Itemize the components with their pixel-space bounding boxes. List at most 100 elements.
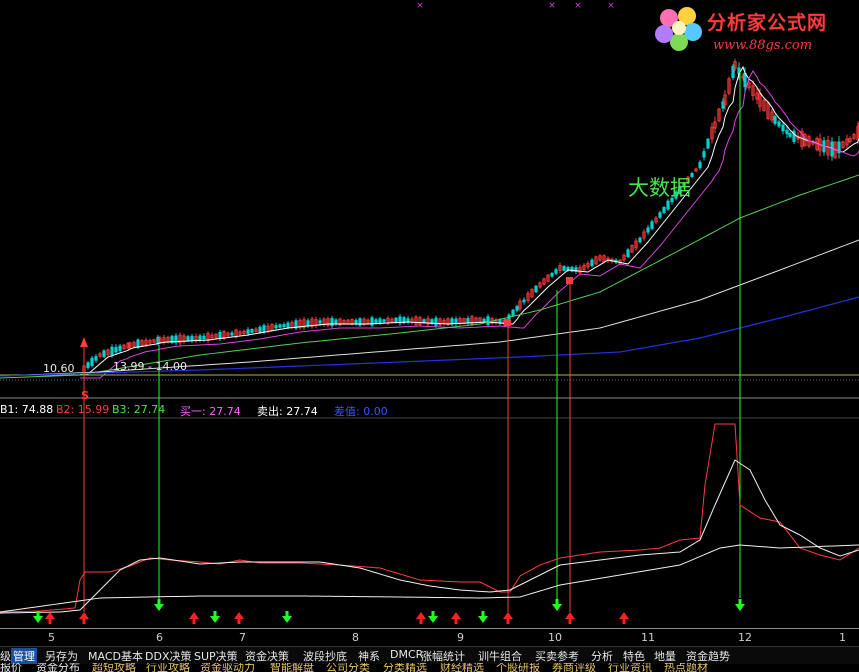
tab-fund-drive[interactable]: 资金驱动力 (200, 663, 255, 672)
tab-rise-stats[interactable]: 涨幅统计 (421, 650, 465, 663)
candle-body (266, 325, 270, 331)
tab-finance[interactable]: 财经精选 (440, 663, 484, 672)
tab-company[interactable]: 公司分类 (326, 663, 370, 672)
candle-body (102, 350, 106, 358)
candle-body (322, 318, 326, 326)
candle-body (190, 335, 194, 341)
candle-body (733, 61, 737, 69)
tab-research[interactable]: 个股研报 (496, 663, 540, 672)
candle-body (662, 207, 666, 213)
tab-wave[interactable]: 波段抄底 (303, 650, 347, 663)
info-b1: B1: 74.88 (0, 403, 54, 416)
tab-save-as[interactable]: 另存为 (45, 650, 78, 663)
indicator-red-line (0, 423, 859, 613)
tab-shen[interactable]: 神系 (358, 650, 380, 663)
tab-ddx[interactable]: DDX决策 (145, 650, 192, 663)
candle-body (310, 318, 314, 327)
candle-body (702, 151, 706, 158)
x-tick-label: 9 (457, 631, 464, 644)
tab-macd[interactable]: MACD基本 (88, 650, 143, 663)
ma-longest-line (0, 296, 859, 377)
red-arrow-stem (82, 619, 86, 624)
tab-quote[interactable]: 报价 (0, 663, 22, 672)
tab-short-term[interactable]: 超短攻略 (92, 663, 136, 672)
candle-body (638, 237, 642, 243)
candle-body (222, 330, 226, 340)
green-down-arrow (735, 604, 745, 611)
candle-body (254, 328, 258, 332)
candle-body (366, 319, 370, 324)
candle-body (717, 108, 721, 122)
green-arrow-stem (36, 611, 40, 616)
price-marker-label: 10.60 (43, 362, 75, 375)
candle-body (522, 299, 526, 303)
candle-body (390, 318, 394, 323)
red-arrow-stem (419, 619, 423, 624)
candle-body (626, 249, 630, 257)
tab-dmcr[interactable]: DMCR (390, 648, 424, 661)
tab-fund-dist[interactable]: 资金分布 (36, 663, 80, 672)
candle-body (570, 266, 574, 272)
candle-body (770, 111, 774, 121)
candle-body (518, 300, 522, 310)
candle-body (743, 72, 747, 88)
tab-feature[interactable]: 特色 (623, 650, 645, 663)
candle-body (792, 130, 796, 142)
candle-body (755, 92, 759, 100)
candle-body (358, 318, 362, 326)
x-tick-label: 12 (738, 631, 752, 644)
tab-low-volume[interactable]: 地量 (654, 650, 676, 663)
green-down-arrow (282, 616, 292, 623)
candle-body (214, 333, 218, 339)
tab-sup[interactable]: SUP决策 (194, 650, 238, 663)
candle-body (574, 267, 578, 272)
candle-body (398, 316, 402, 324)
tab-trade-ref[interactable]: 买卖参考 (535, 650, 579, 663)
candle-body (650, 221, 654, 229)
candle-body (426, 318, 430, 325)
candle-body (751, 85, 755, 96)
tab-news[interactable]: 行业资讯 (608, 663, 652, 672)
green-down-arrow (428, 616, 438, 623)
tab-industry[interactable]: 行业攻略 (146, 663, 190, 672)
candle-body (302, 319, 306, 328)
candle-body (678, 186, 682, 194)
x-tick-label: 7 (239, 631, 246, 644)
tab-rating[interactable]: 券商评级 (552, 663, 596, 672)
tab-manage[interactable]: 管理 (11, 648, 37, 664)
red-up-arrow (234, 612, 244, 619)
candle-body (781, 124, 785, 132)
candle-body (94, 356, 98, 361)
green-arrow-stem (213, 611, 217, 616)
candle-body (558, 265, 562, 271)
chart-grid (0, 374, 859, 419)
candle-body (845, 138, 849, 146)
top-marker-row: × × × × (416, 1, 615, 11)
candle-body (402, 317, 406, 324)
info-tab-bar: 报价 资金分布 超短攻略 行业攻略 资金驱动力 智能解盘 公司分类 分类精选 财… (0, 663, 859, 672)
red-arrow-stem (454, 619, 458, 624)
tab-fund[interactable]: 资金决策 (245, 650, 289, 663)
tab-topics[interactable]: 热点题材 (664, 663, 708, 672)
candle-body (486, 316, 490, 325)
candlestick-series (82, 58, 859, 373)
candle-body (690, 173, 694, 177)
tab-category[interactable]: 分类精选 (383, 663, 427, 672)
tab-analysis[interactable]: 分析 (591, 650, 613, 663)
watermark-text: 大数据 (628, 176, 691, 200)
candle-body (654, 217, 658, 223)
candle-body (350, 319, 354, 325)
candle-body (434, 317, 438, 326)
green-down-arrow (210, 616, 220, 623)
candle-body (132, 341, 136, 347)
top-x-mark: × (548, 1, 556, 11)
candle-body (98, 353, 102, 357)
red-up-arrow (451, 612, 461, 619)
tab-smart[interactable]: 智能解盘 (270, 663, 314, 672)
stock-chart[interactable]: × × × × (0, 0, 859, 628)
candle-body (128, 342, 132, 348)
red-arrow-stem (506, 619, 510, 624)
tab-fund-trend[interactable]: 资金趋势 (686, 650, 730, 663)
tab-combo[interactable]: 训牛组合 (478, 650, 522, 663)
tab-prefix[interactable]: 级 (0, 650, 11, 663)
